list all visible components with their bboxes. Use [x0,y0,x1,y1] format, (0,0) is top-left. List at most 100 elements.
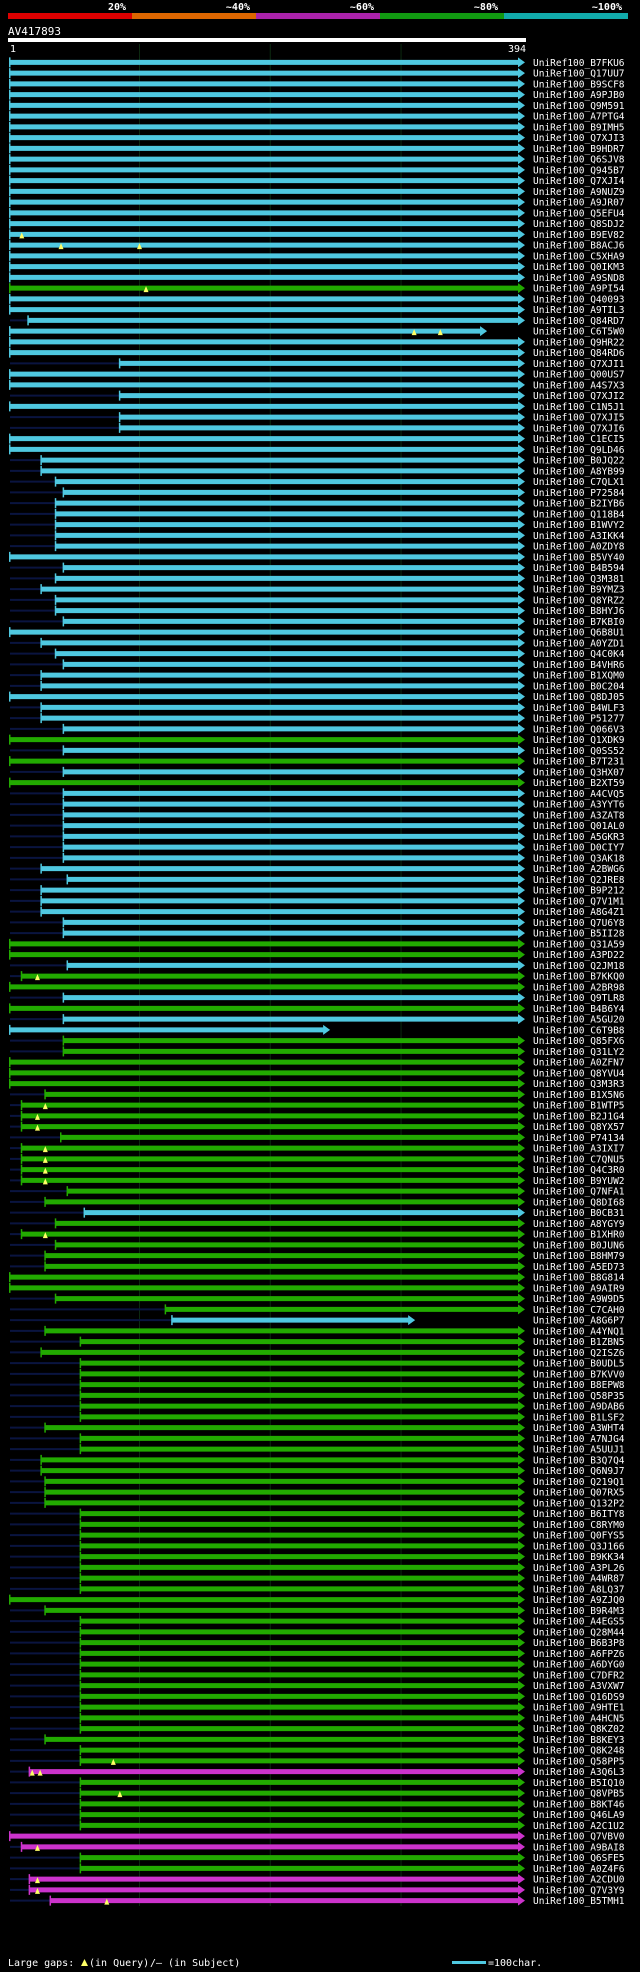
hit-label[interactable]: UniRef100_A2CDU0 [533,1875,625,1886]
hit-row[interactable]: UniRef100_B6B3P8 [10,1637,625,1650]
hit-row[interactable]: UniRef100_B9YUW2 [10,1175,625,1187]
hit-bar[interactable] [10,167,520,173]
hit-row[interactable]: UniRef100_A2C1U2 [10,1820,625,1832]
hit-row[interactable]: UniRef100_A8LQ37 [10,1583,625,1596]
hit-row[interactable]: UniRef100_C7CAH0 [10,1304,625,1316]
hit-bar[interactable] [80,1414,521,1420]
hit-bar[interactable] [80,1865,521,1871]
hit-row[interactable]: UniRef100_C1N5J1 [9,401,625,413]
hit-label[interactable]: UniRef100_A0ZFN7 [533,1058,625,1069]
hit-label[interactable]: UniRef100_Q6SFE5 [533,1853,625,1864]
hit-bar[interactable] [63,726,520,732]
hit-bar[interactable] [63,565,520,571]
hit-row[interactable]: UniRef100_Q0SS52 [10,745,625,757]
hit-bar[interactable] [10,113,520,119]
hit-row[interactable]: UniRef100_A9PJB0 [9,89,625,102]
hit-bar[interactable] [45,1328,520,1334]
hit-row[interactable]: UniRef100_Q7XJI5 [10,412,625,424]
hit-bar[interactable] [63,801,520,807]
hit-bar[interactable] [41,672,520,678]
hit-bar[interactable] [63,747,520,753]
hit-row[interactable]: UniRef100_Q8DJ05 [9,691,625,704]
hit-label[interactable]: UniRef100_C1N5J1 [533,402,625,413]
hit-label[interactable]: UniRef100_B9R4M3 [533,1606,625,1617]
hit-label[interactable]: UniRef100_A0YZD1 [533,638,625,649]
hit-bar[interactable] [55,575,520,581]
hit-bar[interactable] [41,1468,520,1474]
hit-label[interactable]: UniRef100_B8HYJ6 [533,606,625,617]
hit-bar[interactable] [63,661,520,667]
hit-label[interactable]: UniRef100_C7QNU5 [533,1154,625,1165]
hit-label[interactable]: UniRef100_A9BAI8 [533,1842,625,1853]
hit-bar[interactable] [10,737,520,743]
hit-bar[interactable] [29,1769,521,1775]
hit-label[interactable]: UniRef100_Q118B4 [533,509,625,520]
hit-label[interactable]: UniRef100_A8G6P7 [533,1316,625,1327]
hit-label[interactable]: UniRef100_A4EGS5 [533,1617,625,1628]
hit-bar[interactable] [165,1306,520,1312]
hit-label[interactable]: UniRef100_B2J1G4 [533,1111,625,1122]
hit-bar[interactable] [10,1081,520,1087]
hit-row[interactable]: UniRef100_A5GKR3 [10,831,625,843]
hit-row[interactable]: UniRef100_A8YGY9 [10,1218,625,1230]
hit-label[interactable]: UniRef100_B5TMH1 [533,1896,625,1907]
hit-bar[interactable] [10,1070,520,1076]
hit-label[interactable]: UniRef100_B6ITY8 [533,1509,625,1520]
hit-label[interactable]: UniRef100_Q8YX57 [533,1122,625,1133]
hit-row[interactable]: UniRef100_B5IQ10 [10,1777,625,1789]
hit-label[interactable]: UniRef100_A4WR87 [533,1574,625,1585]
hit-row[interactable]: UniRef100_A6FPZ6 [10,1648,625,1660]
hit-row[interactable]: UniRef100_A0ZDY8 [10,541,625,553]
hit-row[interactable]: UniRef100_B4VHR6 [10,659,625,671]
hit-bar[interactable] [10,156,520,162]
hit-label[interactable]: UniRef100_B6B3P8 [533,1638,625,1649]
hit-row[interactable]: UniRef100_B1XQM0 [10,670,625,682]
hit-bar[interactable] [80,1726,521,1732]
hit-label[interactable]: UniRef100_B9P212 [533,886,625,897]
hit-label[interactable]: UniRef100_Q066V3 [533,724,625,735]
hit-bar[interactable] [10,328,483,334]
hit-row[interactable]: UniRef100_B8G814 [9,1272,625,1284]
hit-row[interactable]: UniRef100_A9DAB6 [10,1401,625,1413]
hit-row[interactable]: UniRef100_A3PD22 [9,949,625,962]
hit-bar[interactable] [45,1253,520,1259]
hit-row[interactable]: UniRef100_B0JQ22 [10,455,625,467]
hit-bar[interactable] [41,468,520,474]
hit-bar[interactable] [45,1091,520,1097]
hit-label[interactable]: UniRef100_Q7U6Y8 [533,918,625,929]
hit-row[interactable]: UniRef100_A0YZD1 [10,637,625,650]
hit-row[interactable]: UniRef100_B9HDR7 [9,143,625,155]
hit-bar[interactable] [10,199,520,205]
hit-bar[interactable] [63,919,520,925]
hit-bar[interactable] [80,1855,521,1861]
hit-label[interactable]: UniRef100_B9EV82 [533,230,625,241]
hit-row[interactable]: UniRef100_B1WTP5 [10,1100,625,1112]
hit-bar[interactable] [55,522,520,528]
hit-label[interactable]: UniRef100_Q46LA9 [533,1810,625,1821]
hit-bar[interactable] [63,823,520,829]
hit-row[interactable]: UniRef100_A8YB99 [10,465,625,478]
hit-bar[interactable] [63,489,520,495]
hit-label[interactable]: UniRef100_A4S7X3 [533,380,625,391]
hit-label[interactable]: UniRef100_A8YB99 [533,466,625,477]
hit-label[interactable]: UniRef100_C7CAH0 [533,1305,625,1316]
hit-row[interactable]: UniRef100_A5ED73 [10,1261,625,1273]
hit-label[interactable]: UniRef100_B7KVV0 [533,1369,625,1380]
hit-label[interactable]: UniRef100_Q0IKM3 [533,262,625,273]
hit-row[interactable]: UniRef100_B2IYB6 [10,498,625,510]
hit-row[interactable]: UniRef100_Q7XJI6 [10,422,625,435]
hit-row[interactable]: UniRef100_Q7NFA1 [10,1186,625,1198]
hit-row[interactable]: UniRef100_B9R4M3 [10,1605,625,1617]
hit-bar[interactable] [67,1188,521,1194]
hit-label[interactable]: UniRef100_Q5EFU4 [533,208,625,219]
hit-row[interactable]: UniRef100_Q7V3Y9 [10,1884,625,1897]
hit-bar[interactable] [41,887,520,893]
hit-label[interactable]: UniRef100_Q6B8U1 [533,628,625,639]
hit-row[interactable]: UniRef100_B8KT46 [10,1798,625,1811]
hit-row[interactable]: UniRef100_Q7U6Y8 [10,917,625,929]
hit-row[interactable]: UniRef100_C7DFR2 [10,1669,625,1682]
hit-row[interactable]: UniRef100_P74134 [10,1132,625,1144]
hit-label[interactable]: UniRef100_A9AIR9 [533,1283,625,1294]
hit-label[interactable]: UniRef100_B9YUW2 [533,1176,625,1187]
hit-row[interactable]: UniRef100_C7QNU5 [10,1153,625,1166]
